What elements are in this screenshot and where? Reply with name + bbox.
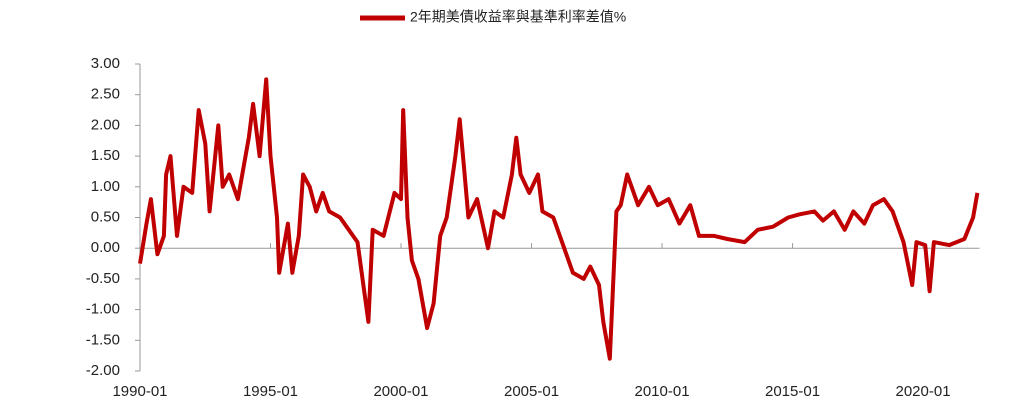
x-tick-label: 2005-01 bbox=[504, 383, 559, 400]
y-tick-label: 3.00 bbox=[91, 55, 120, 72]
y-tick-label: -1.00 bbox=[86, 301, 120, 318]
y-tick-label: 1.50 bbox=[91, 147, 120, 164]
data-line bbox=[138, 77, 980, 361]
legend-label: 2年期美債收益率與基準利率差值% bbox=[410, 9, 626, 25]
y-tick-label: -2.00 bbox=[86, 362, 120, 379]
x-tick-label: 1995-01 bbox=[243, 383, 298, 400]
y-tick-label: 2.50 bbox=[91, 86, 120, 103]
y-tick-label: 1.00 bbox=[91, 178, 120, 195]
x-tick-label: 2015-01 bbox=[765, 383, 820, 400]
x-tick-label: 2000-01 bbox=[373, 383, 428, 400]
y-tick-label: 2.00 bbox=[91, 116, 120, 133]
y-tick-label: -1.50 bbox=[86, 331, 120, 348]
y-tick-label: 0.00 bbox=[91, 239, 120, 256]
y-tick-label: -0.50 bbox=[86, 270, 120, 287]
x-tick-label: 2010-01 bbox=[634, 383, 689, 400]
x-tick-label: 2020-01 bbox=[896, 383, 951, 400]
y-tick-label: 0.50 bbox=[91, 208, 120, 225]
x-tick-label: 1990-01 bbox=[112, 383, 167, 400]
